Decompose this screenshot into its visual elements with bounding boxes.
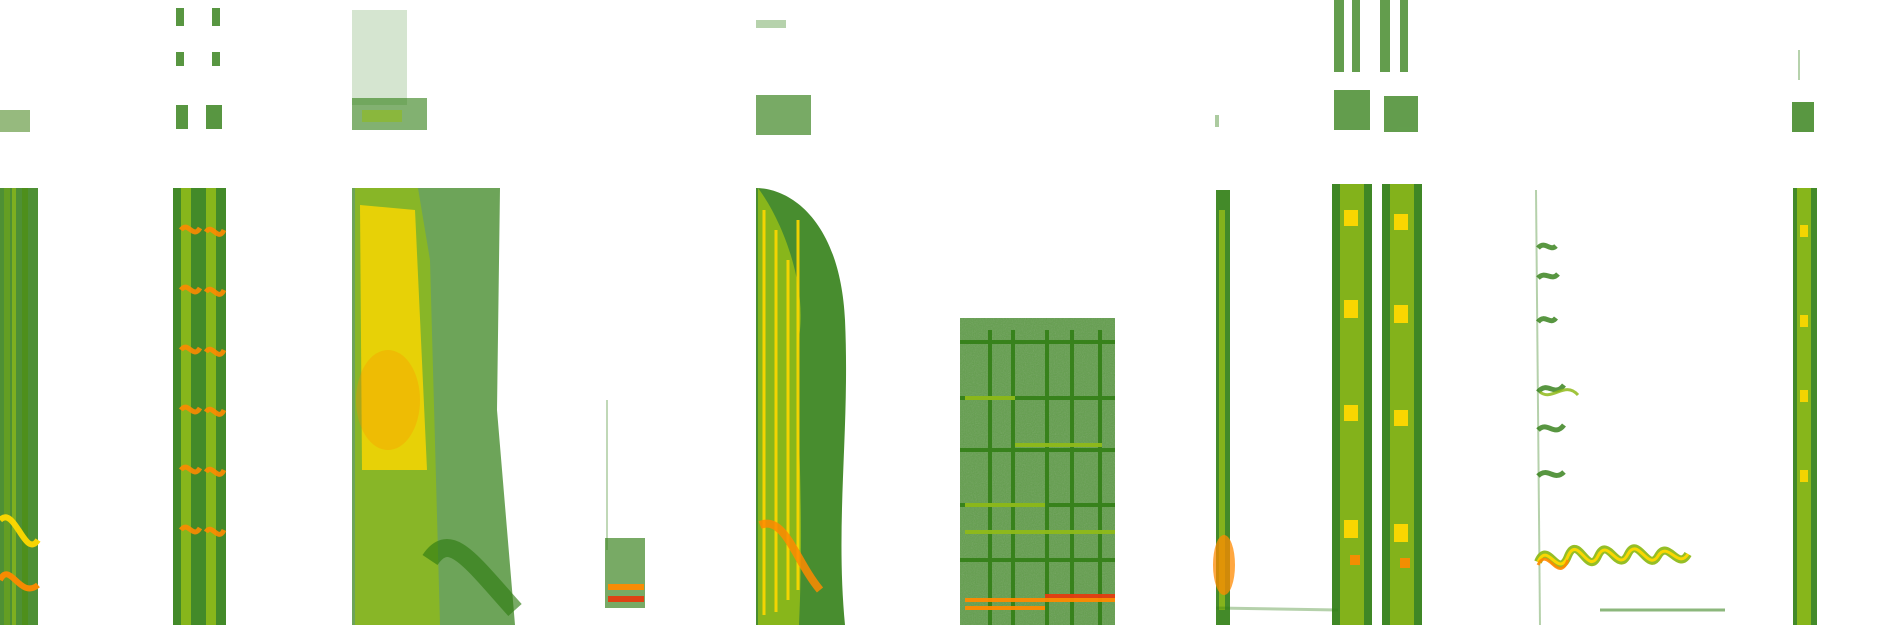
segment-9 [1534,189,1725,625]
segment-7 [1213,115,1339,625]
segment-8 [1332,0,1422,625]
segment-10 [1792,50,1817,625]
segment-2 [173,8,227,625]
segment-4 [605,400,645,608]
segment-1 [0,110,41,625]
segment-5 [756,20,847,625]
segment-3 [352,10,522,625]
segment-6 [960,318,1115,625]
